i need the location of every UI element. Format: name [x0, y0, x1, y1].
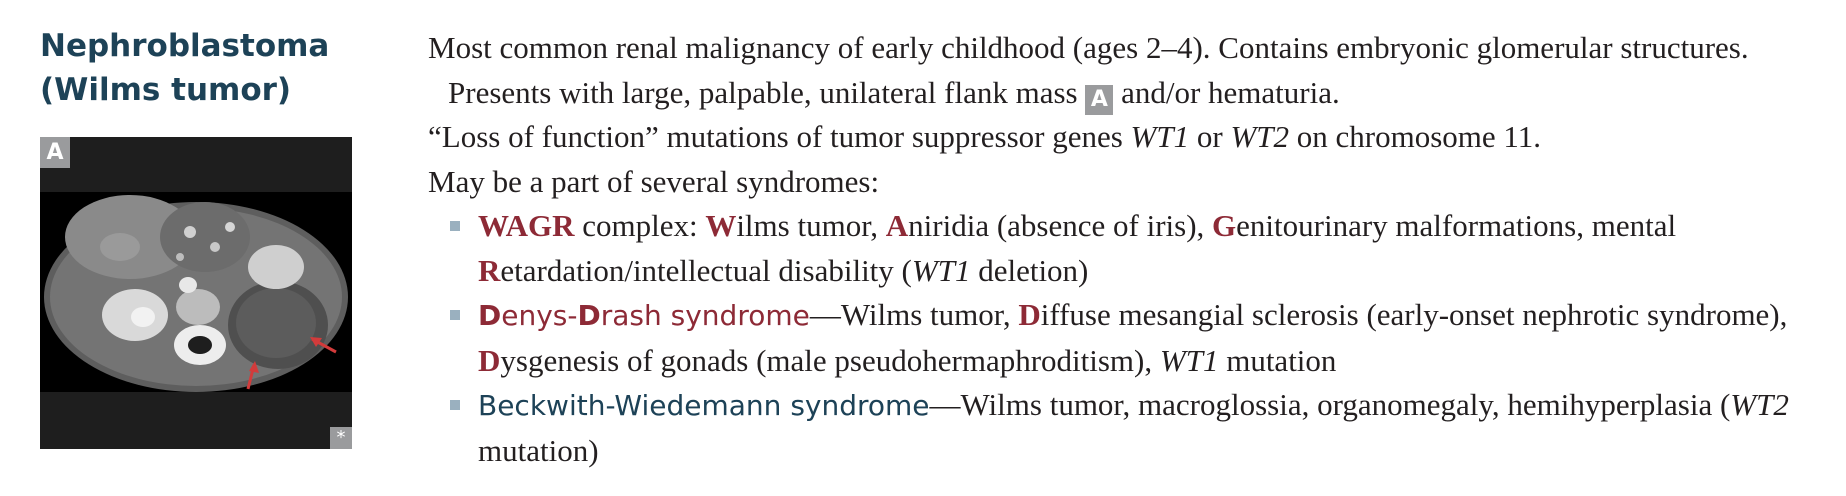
figure-ref-a: A: [1085, 84, 1114, 115]
main-text: Most common renal malignancy of early ch…: [428, 26, 1840, 473]
ct-scan-graphic: [40, 137, 352, 449]
list-item-denys-drash: Denys-Drash syndrome—Wilms tumor, Diffus…: [428, 293, 1840, 383]
syndrome-list: WAGR complex: Wilms tumor, Aniridia (abs…: [428, 204, 1840, 473]
asterisk-icon: *: [330, 427, 352, 449]
paragraph-description: Most common renal malignancy of early ch…: [428, 26, 1840, 115]
title-line-1: Nephroblastoma: [40, 28, 330, 64]
paragraph-genetics: “Loss of function” mutations of tumor su…: [428, 119, 1542, 154]
gene-wt1: WT1: [1130, 119, 1190, 154]
bullet-icon: [450, 221, 460, 231]
paragraph-syndromes-intro: May be a part of several syndromes:: [428, 163, 880, 199]
list-item-wagr: WAGR complex: Wilms tumor, Aniridia (abs…: [428, 204, 1840, 293]
figure-label-a: A: [40, 137, 70, 168]
bullet-icon: [450, 400, 460, 410]
gene-wt2: WT2: [1230, 119, 1290, 154]
section-title: Nephroblastoma (Wilms tumor): [40, 24, 329, 112]
bullet-icon: [450, 310, 460, 320]
list-item-beckwith-wiedemann: Beckwith-Wiedemann syndrome—Wilms tumor,…: [428, 383, 1840, 473]
title-line-2: (Wilms tumor): [40, 72, 292, 108]
ct-scan-image: A *: [40, 137, 352, 449]
